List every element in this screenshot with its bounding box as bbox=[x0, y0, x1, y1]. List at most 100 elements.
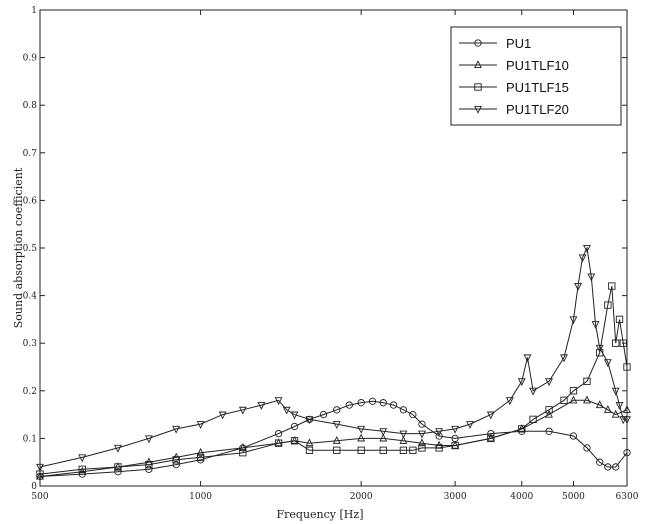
data-point bbox=[274, 439, 283, 447]
data-point bbox=[379, 428, 388, 437]
data-point bbox=[451, 425, 460, 434]
y-tick-label: 0 bbox=[31, 482, 37, 492]
data-point bbox=[517, 378, 526, 387]
data-point bbox=[604, 301, 612, 309]
data-point bbox=[290, 437, 299, 445]
data-point bbox=[418, 438, 426, 447]
data-point bbox=[345, 401, 353, 409]
data-point bbox=[623, 405, 631, 413]
legend-marker bbox=[474, 105, 482, 114]
data-point bbox=[305, 438, 314, 447]
data-point bbox=[612, 463, 620, 471]
legend-marker bbox=[474, 60, 482, 69]
data-point bbox=[603, 359, 612, 368]
data-point bbox=[583, 395, 591, 404]
data-point bbox=[238, 406, 247, 415]
y-tick-label: 0.7 bbox=[23, 149, 38, 159]
data-point bbox=[451, 441, 459, 450]
series-layer bbox=[36, 244, 631, 481]
x-tick-label: 500 bbox=[31, 492, 48, 502]
data-point bbox=[357, 433, 366, 442]
x-tick-label: 6300 bbox=[616, 492, 639, 502]
data-point bbox=[595, 344, 604, 353]
series-line bbox=[39, 285, 628, 475]
data-point bbox=[333, 406, 341, 414]
x-axis-ticks: 500 1000 2000 3000 4000 5000 6300 bbox=[31, 10, 639, 502]
data-point bbox=[591, 321, 600, 329]
legend-label: PU1TLF10 bbox=[506, 58, 569, 73]
data-point bbox=[290, 435, 299, 444]
data-point bbox=[583, 444, 591, 452]
data-point bbox=[604, 463, 612, 471]
data-point bbox=[357, 399, 365, 407]
legend-entry: PU1TLF10 bbox=[459, 58, 569, 73]
data-point bbox=[357, 446, 365, 454]
data-point bbox=[114, 468, 122, 476]
data-point bbox=[529, 415, 537, 424]
y-tick-label: 0.1 bbox=[23, 434, 37, 444]
data-point bbox=[603, 405, 612, 413]
y-tick-label: 0.2 bbox=[23, 387, 37, 397]
data-point bbox=[435, 444, 443, 452]
data-point bbox=[368, 397, 377, 405]
data-point bbox=[615, 402, 624, 410]
data-point bbox=[529, 387, 537, 396]
data-point bbox=[114, 463, 122, 471]
data-point bbox=[238, 443, 247, 451]
data-point bbox=[569, 316, 578, 325]
legend-label: PU1 bbox=[506, 36, 531, 51]
y-tick-label: 0.5 bbox=[23, 244, 38, 254]
data-point bbox=[574, 283, 582, 291]
data-point bbox=[435, 432, 443, 440]
data-point bbox=[357, 425, 366, 434]
data-point bbox=[587, 273, 596, 282]
data-point bbox=[560, 354, 568, 363]
x-axis-label: Frequency [Hz] bbox=[277, 508, 364, 521]
data-point bbox=[172, 456, 180, 464]
data-point bbox=[274, 429, 283, 438]
data-point bbox=[619, 416, 628, 425]
data-point bbox=[545, 427, 553, 435]
data-point bbox=[611, 409, 620, 418]
data-point bbox=[332, 435, 341, 444]
data-point bbox=[517, 424, 526, 432]
data-point bbox=[505, 397, 514, 406]
data-point bbox=[615, 315, 624, 324]
data-point bbox=[36, 463, 44, 472]
data-point bbox=[399, 430, 408, 439]
y-tick-label: 0.9 bbox=[23, 54, 38, 64]
data-point bbox=[172, 425, 181, 434]
data-point bbox=[239, 449, 247, 457]
data-point bbox=[409, 446, 417, 454]
y-tick-label: 0.3 bbox=[23, 339, 38, 349]
data-point bbox=[560, 396, 568, 404]
data-point bbox=[486, 411, 495, 420]
data-point bbox=[435, 428, 444, 437]
data-point bbox=[612, 339, 620, 347]
data-point bbox=[596, 458, 604, 466]
data-point bbox=[623, 449, 631, 457]
data-point bbox=[418, 430, 426, 439]
data-point bbox=[418, 444, 426, 452]
x-tick-label: 3000 bbox=[444, 492, 467, 502]
data-point bbox=[523, 354, 532, 363]
data-point bbox=[145, 465, 153, 473]
data-point bbox=[257, 402, 266, 410]
y-tick-label: 0.4 bbox=[23, 292, 38, 302]
data-point bbox=[78, 466, 87, 475]
data-point bbox=[595, 400, 604, 409]
legend-entry: PU1 bbox=[459, 36, 531, 51]
data-point bbox=[409, 410, 417, 419]
series-pu1 bbox=[36, 397, 631, 481]
x-tick-label: 2000 bbox=[350, 492, 373, 502]
data-point bbox=[583, 244, 591, 253]
data-point bbox=[623, 416, 631, 425]
data-point bbox=[290, 422, 299, 431]
data-point bbox=[487, 429, 495, 438]
data-point bbox=[418, 420, 426, 428]
series-line bbox=[39, 246, 627, 468]
data-point bbox=[196, 453, 205, 462]
legend-marker bbox=[474, 83, 482, 91]
series-line bbox=[39, 400, 628, 477]
